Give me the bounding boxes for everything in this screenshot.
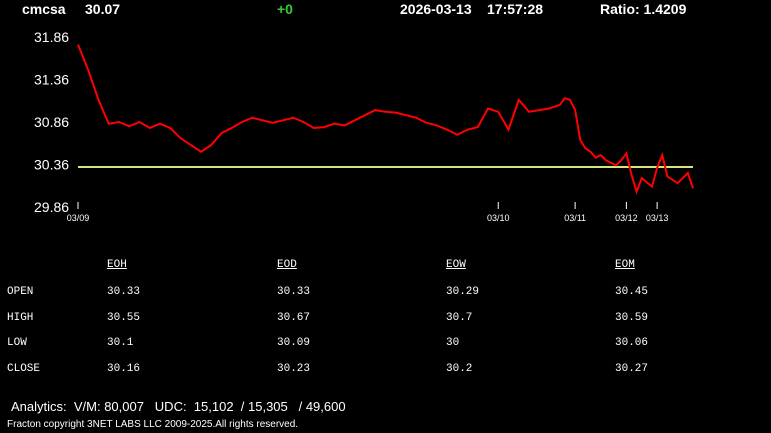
column-header: EOH (107, 259, 127, 271)
x-tick-label: 03/12 (615, 213, 638, 223)
y-tick-label: 30.36 (34, 157, 69, 173)
cell: 30.16 (107, 363, 141, 376)
cell: 30.29 (446, 286, 480, 298)
cell: 30.55 (107, 311, 141, 324)
chart: 29.86 30.36 30.86 31.36 31.86 03/09 03/10 03/11… (34, 29, 694, 223)
y-tick-label: 31.36 (34, 72, 69, 88)
ratio: Ratio: 1.4209 (600, 1, 687, 17)
row-label: CLOSE (7, 363, 41, 376)
column-header: EOW (446, 259, 466, 271)
column-header: EOM (615, 259, 635, 271)
cell: 30.2 (446, 363, 473, 376)
cell: 30.33 (107, 286, 141, 298)
analytics: Analytics: V/M: 80,007 UDC: 15,102 / 15,… (11, 399, 346, 414)
x-tick-label: 03/11 (564, 213, 586, 223)
x-tick-label: 03/10 (487, 213, 510, 223)
cell: 30.33 (277, 286, 311, 298)
price-line (77, 44, 694, 195)
cell: 30 (446, 337, 460, 350)
x-tick-label: 03/13 (646, 213, 669, 223)
cell: 30.27 (615, 363, 649, 376)
y-tick-label: 29.86 (34, 199, 69, 215)
row-label: LOW (7, 337, 27, 350)
cell: 30.45 (615, 286, 649, 298)
cell: 30.23 (277, 363, 311, 376)
cell: 30.09 (277, 337, 311, 350)
row-label: HIGH (7, 311, 34, 324)
column-header: EOD (277, 259, 297, 271)
cell: 30.1 (107, 337, 134, 350)
y-tick-label: 31.86 (34, 29, 69, 45)
y-tick-label: 30.86 (34, 114, 69, 130)
row-label: OPEN (7, 286, 34, 298)
copyright: Fracton copyright 3NET LABS LLC 2009-202… (7, 419, 299, 430)
cell: 30.06 (615, 337, 649, 350)
x-tick-label: 03/09 (67, 213, 90, 223)
cell: 30.67 (277, 311, 311, 324)
change: +0 (277, 1, 293, 17)
date: 2026-03-13 (400, 1, 472, 17)
time: 17:57:28 (487, 1, 544, 17)
price: 30.07 (85, 1, 121, 17)
symbol: cmcsa (22, 1, 66, 17)
cell: 30.7 (446, 311, 473, 324)
cell: 30.59 (615, 311, 649, 324)
